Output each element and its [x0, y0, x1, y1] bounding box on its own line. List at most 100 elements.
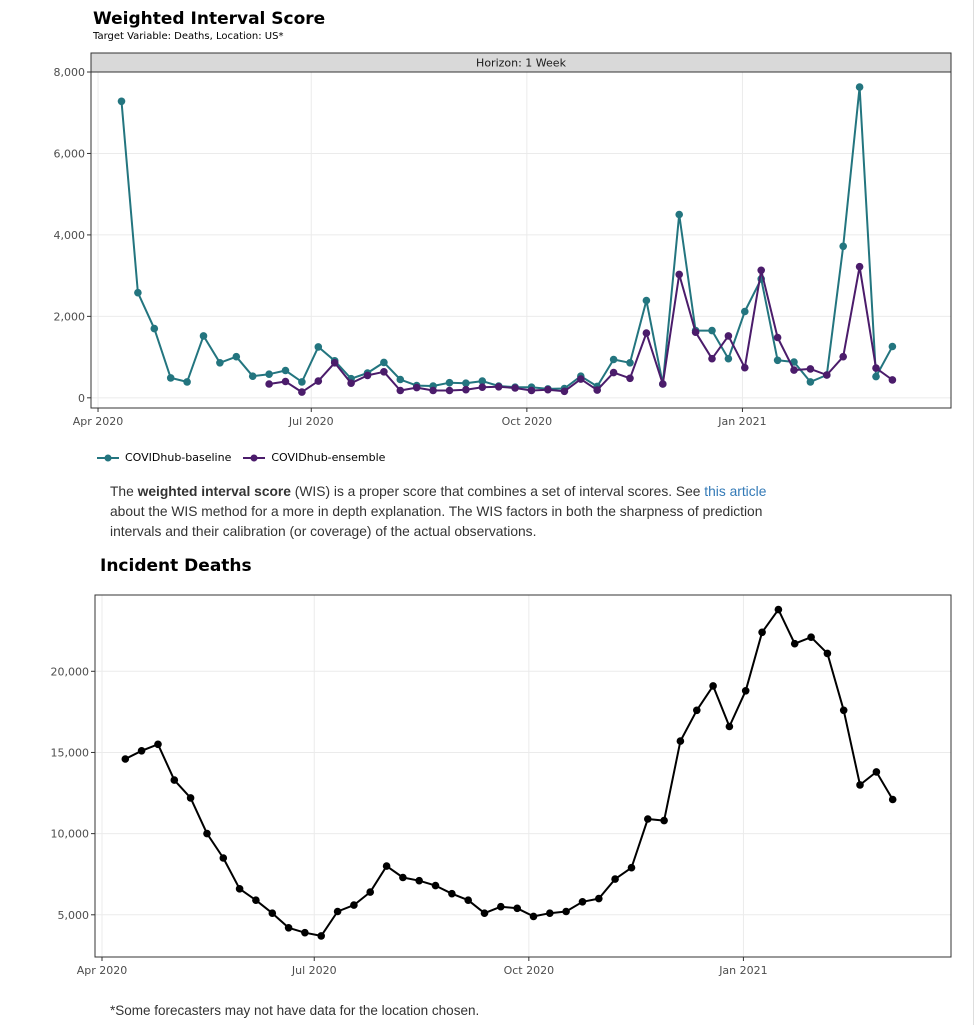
covidhub-ensemble-point[interactable] — [773, 333, 782, 342]
covidhub-baseline-point[interactable] — [675, 210, 683, 219]
deaths-point[interactable] — [562, 907, 570, 916]
deaths-point[interactable] — [382, 862, 391, 870]
deaths-point[interactable] — [823, 649, 832, 658]
covidhub-baseline-point[interactable] — [806, 378, 815, 386]
covidhub-ensemble-point[interactable] — [527, 386, 536, 395]
deaths-point[interactable] — [464, 896, 473, 904]
deaths-point[interactable] — [578, 898, 587, 906]
covidhub-ensemble-point[interactable] — [577, 375, 585, 383]
deaths-point[interactable] — [888, 795, 897, 804]
covidhub-ensemble-point[interactable] — [839, 352, 847, 361]
deaths-point[interactable] — [154, 740, 162, 749]
deaths-point[interactable] — [872, 768, 881, 776]
covidhub-ensemble-point[interactable] — [347, 379, 355, 388]
covidhub-baseline-point[interactable] — [855, 83, 864, 91]
covidhub-ensemble-point[interactable] — [330, 359, 339, 367]
deaths-point[interactable] — [415, 876, 424, 885]
covidhub-ensemble-point[interactable] — [560, 387, 569, 396]
covidhub-ensemble-point[interactable] — [265, 380, 273, 388]
covidhub-ensemble-point[interactable] — [626, 374, 634, 383]
covidhub-ensemble-point[interactable] — [412, 383, 421, 392]
deaths-point[interactable] — [497, 902, 505, 911]
covidhub-ensemble-point[interactable] — [494, 383, 503, 391]
covidhub-ensemble-point[interactable] — [429, 386, 437, 395]
covidhub-ensemble-point[interactable] — [757, 266, 765, 275]
legend-item-baseline[interactable]: COVIDhub-baseline — [97, 451, 231, 464]
covidhub-ensemble-point[interactable] — [281, 377, 290, 386]
deaths-point[interactable] — [219, 854, 228, 862]
covidhub-baseline-point[interactable] — [199, 332, 208, 340]
covidhub-baseline-point[interactable] — [380, 358, 388, 367]
deaths-point[interactable] — [350, 901, 358, 909]
covidhub-ensemble-point[interactable] — [708, 354, 716, 363]
deaths-point[interactable] — [709, 682, 717, 690]
covidhub-ensemble-point[interactable] — [790, 366, 798, 374]
deaths-point[interactable] — [186, 794, 195, 802]
covidhub-baseline-point[interactable] — [265, 370, 273, 379]
covidhub-baseline-point[interactable] — [478, 377, 487, 385]
deaths-point[interactable] — [644, 815, 652, 823]
deaths-point[interactable] — [137, 747, 146, 755]
covidhub-ensemble-point[interactable] — [462, 385, 470, 394]
covidhub-ensemble-point[interactable] — [396, 386, 405, 395]
deaths-point[interactable] — [268, 909, 277, 917]
covidhub-ensemble-point[interactable] — [724, 332, 733, 340]
legend-item-ensemble[interactable]: COVIDhub-ensemble — [243, 451, 385, 464]
covidhub-baseline-point[interactable] — [888, 342, 897, 351]
covidhub-ensemble-point[interactable] — [478, 383, 487, 392]
covidhub-baseline-point[interactable] — [708, 326, 716, 335]
covidhub-baseline-point[interactable] — [314, 343, 323, 351]
deaths-point[interactable] — [790, 639, 799, 648]
covidhub-baseline-point[interactable] — [445, 378, 454, 387]
covidhub-baseline-point[interactable] — [298, 378, 306, 386]
deaths-point[interactable] — [611, 875, 619, 883]
covidhub-ensemble-point[interactable] — [298, 388, 306, 396]
deaths-point[interactable] — [595, 894, 603, 903]
covidhub-ensemble-point[interactable] — [380, 368, 388, 376]
deaths-point[interactable] — [513, 904, 521, 913]
covidhub-baseline-point[interactable] — [281, 366, 290, 375]
deaths-point[interactable] — [170, 776, 179, 784]
deaths-point[interactable] — [758, 628, 766, 637]
deaths-point[interactable] — [203, 829, 211, 838]
covidhub-baseline-point[interactable] — [232, 352, 241, 361]
covidhub-baseline-point[interactable] — [741, 307, 749, 316]
deaths-point[interactable] — [807, 633, 815, 641]
deaths-point[interactable] — [317, 932, 326, 940]
covidhub-ensemble-point[interactable] — [544, 385, 552, 394]
covidhub-ensemble-point[interactable] — [363, 371, 372, 380]
deaths-point[interactable] — [741, 687, 750, 695]
covidhub-baseline-point[interactable] — [462, 379, 470, 388]
covidhub-baseline-point[interactable] — [872, 372, 880, 381]
covidhub-baseline-point[interactable] — [166, 374, 175, 382]
deaths-point[interactable] — [431, 881, 440, 890]
covidhub-ensemble-point[interactable] — [855, 262, 864, 271]
covidhub-baseline-point[interactable] — [724, 354, 733, 363]
deaths-point[interactable] — [627, 863, 636, 872]
covidhub-baseline-point[interactable] — [248, 372, 257, 381]
covidhub-baseline-point[interactable] — [839, 242, 847, 251]
covidhub-baseline-point[interactable] — [183, 378, 191, 386]
covidhub-ensemble-point[interactable] — [675, 270, 683, 279]
covidhub-ensemble-point[interactable] — [593, 386, 601, 394]
covidhub-ensemble-point[interactable] — [823, 371, 831, 379]
covidhub-baseline-point[interactable] — [134, 288, 142, 297]
deaths-point[interactable] — [284, 924, 293, 932]
deaths-point[interactable] — [529, 912, 538, 921]
covidhub-baseline-point[interactable] — [396, 375, 405, 384]
wis-article-link[interactable]: this article — [704, 484, 767, 499]
covidhub-ensemble-point[interactable] — [642, 329, 651, 337]
deaths-point[interactable] — [448, 889, 456, 898]
covidhub-ensemble-point[interactable] — [659, 380, 667, 388]
covidhub-baseline-point[interactable] — [790, 358, 798, 366]
covidhub-ensemble-point[interactable] — [314, 377, 323, 385]
covidhub-baseline-point[interactable] — [117, 97, 126, 106]
deaths-point[interactable] — [333, 907, 342, 916]
deaths-point[interactable] — [856, 781, 864, 789]
deaths-point[interactable] — [121, 755, 130, 763]
covidhub-ensemble-point[interactable] — [445, 386, 454, 395]
deaths-point[interactable] — [235, 885, 244, 893]
covidhub-ensemble-point[interactable] — [511, 384, 519, 392]
covidhub-ensemble-point[interactable] — [806, 365, 815, 373]
covidhub-baseline-point[interactable] — [216, 359, 224, 367]
